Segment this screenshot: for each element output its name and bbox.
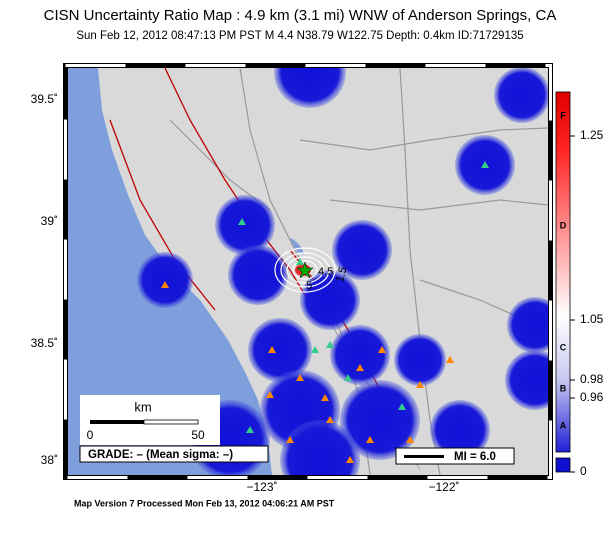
grade-label: GRADE: – (Mean sigma: –) xyxy=(88,449,233,461)
uncertainty-zone xyxy=(340,380,420,460)
contour-label: 4.5 xyxy=(318,266,333,278)
station xyxy=(416,381,424,388)
scale-bar-half xyxy=(143,419,199,425)
contour xyxy=(280,252,330,288)
uncertainty-zone xyxy=(430,400,490,460)
contour xyxy=(274,247,336,293)
station xyxy=(446,356,454,363)
longitude-label: −123˚ xyxy=(246,480,277,494)
map-title: CISN Uncertainty Ratio Map : 4.9 km (3.1… xyxy=(44,7,557,24)
station xyxy=(344,374,352,381)
latitude-label: 38˚ xyxy=(41,453,58,467)
latitude-label: 39˚ xyxy=(41,214,58,228)
uncertainty-zone xyxy=(505,350,548,410)
scale-end: 50 xyxy=(191,428,205,442)
colorbar-grade-label: A xyxy=(560,420,567,430)
station xyxy=(346,456,354,463)
station xyxy=(161,281,169,288)
uncertainty-zone xyxy=(280,420,360,475)
contour xyxy=(292,260,318,280)
station xyxy=(398,403,406,410)
map-frame-ticks xyxy=(64,64,552,479)
station xyxy=(326,416,334,423)
station xyxy=(356,364,364,371)
contour xyxy=(286,256,324,284)
magnitude-label: MI = 6.0 xyxy=(454,451,496,463)
magnitude-box xyxy=(395,447,515,465)
latitude-label: 38.5˚ xyxy=(31,336,58,350)
uncertainty-zone xyxy=(248,318,312,382)
station xyxy=(268,346,276,353)
epicenter xyxy=(296,261,314,279)
road xyxy=(329,199,548,211)
road xyxy=(299,127,548,151)
map-subtitle: Sun Feb 12, 2012 08:47:13 PM PST M 4.4 N… xyxy=(76,30,523,42)
colorbar-grade-label: C xyxy=(560,342,567,352)
magnitude-bar xyxy=(404,455,444,458)
lake xyxy=(290,238,304,255)
uncertainty-zone xyxy=(228,245,288,305)
station xyxy=(378,346,386,353)
station xyxy=(321,394,329,401)
station xyxy=(296,258,304,265)
station xyxy=(286,436,294,443)
station xyxy=(326,341,334,348)
station xyxy=(266,391,274,398)
footer: Map Version 7 Processed Mon Feb 13, 2012… xyxy=(74,498,335,508)
contour-label: 1.5 xyxy=(334,266,350,284)
grade-box xyxy=(79,445,269,463)
station xyxy=(481,161,489,168)
scale-unit: km xyxy=(134,399,151,414)
station xyxy=(406,436,414,443)
uncertainty-zone xyxy=(494,68,548,123)
scale-start: 0 xyxy=(87,428,94,442)
longitude-label: −122˚ xyxy=(428,480,459,494)
uncertainty-zone xyxy=(507,297,548,353)
colorbar-zero xyxy=(555,457,571,473)
station xyxy=(246,426,254,433)
uncertainty-zone xyxy=(332,220,392,280)
uncertainty-zone xyxy=(394,334,446,386)
colorbar-grade-label: B xyxy=(560,383,567,393)
colorbar-grade-label: D xyxy=(560,220,567,230)
station xyxy=(296,374,304,381)
colorbar-ratio-label: 0.98 xyxy=(580,372,604,386)
uncertainty-zone xyxy=(274,68,346,108)
station xyxy=(238,218,246,225)
uncertainty-zone xyxy=(330,325,390,385)
colorbar-ratio-label: 0 xyxy=(580,464,587,478)
station xyxy=(311,346,319,353)
colorbar-grade-label: F xyxy=(560,110,566,120)
latitude-label: 39.5˚ xyxy=(31,92,58,106)
colorbar xyxy=(555,91,571,453)
fault xyxy=(109,119,216,311)
station xyxy=(366,436,374,443)
contour-label: 5 xyxy=(306,280,312,292)
colorbar-ratio-label: 0.96 xyxy=(580,390,604,404)
colorbar-ratio-label: 1.05 xyxy=(580,312,604,326)
colorbar-ratio-label: 1.25 xyxy=(580,128,604,142)
uncertainty-zone xyxy=(137,252,193,308)
